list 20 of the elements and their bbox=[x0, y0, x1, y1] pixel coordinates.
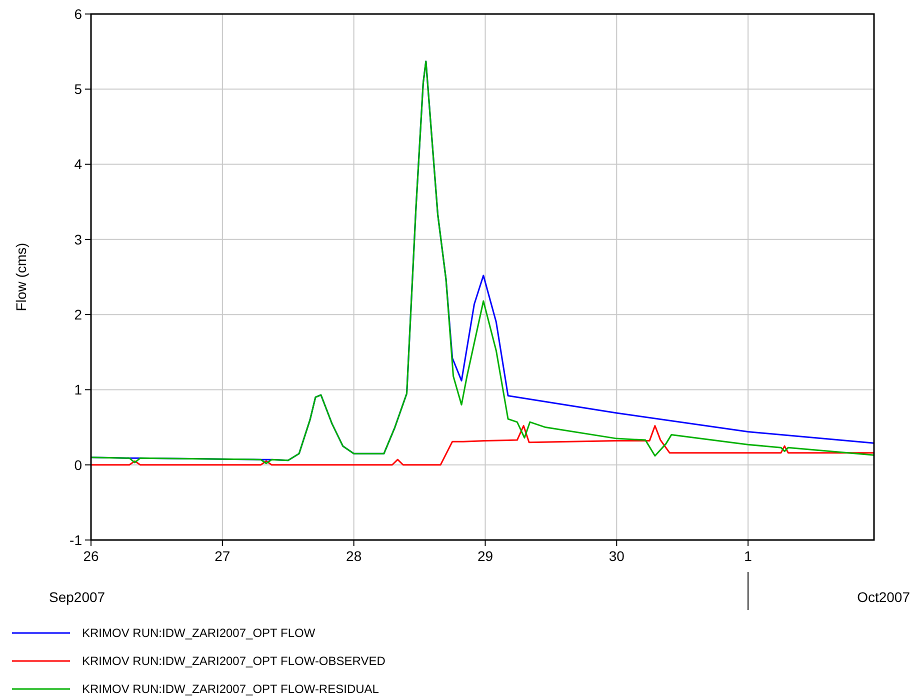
legend-label: KRIMOV RUN:IDW_ZARI2007_OPT FLOW bbox=[82, 626, 316, 640]
y-tick-label: 5 bbox=[74, 81, 82, 98]
y-tick-label: 3 bbox=[74, 231, 82, 248]
y-tick-label: 6 bbox=[74, 6, 82, 22]
y-tick-label: -1 bbox=[70, 532, 82, 548]
text: Sep2007 bbox=[49, 589, 106, 605]
y-tick-label: 1 bbox=[74, 382, 82, 398]
x-tick-label: 1 bbox=[744, 548, 752, 564]
x-tick-label: 28 bbox=[346, 548, 362, 564]
y-tick-label: 4 bbox=[74, 156, 82, 172]
y-axis-title: Flow (cms) bbox=[13, 242, 29, 312]
legend-label: KRIMOV RUN:IDW_ZARI2007_OPT FLOW-RESIDUAL bbox=[82, 682, 380, 696]
x-tick-label: 30 bbox=[608, 548, 625, 564]
x-tick-label: 26 bbox=[83, 548, 99, 564]
y-tick-label: 0 bbox=[74, 456, 82, 473]
y-tick-label: 2 bbox=[74, 306, 82, 322]
x-tick-label: 27 bbox=[214, 548, 230, 564]
text: Oct2007 bbox=[857, 589, 910, 605]
x-tick-label: 29 bbox=[477, 548, 494, 564]
legend-label: KRIMOV RUN:IDW_ZARI2007_OPT FLOW-OBSERVED bbox=[82, 654, 386, 668]
